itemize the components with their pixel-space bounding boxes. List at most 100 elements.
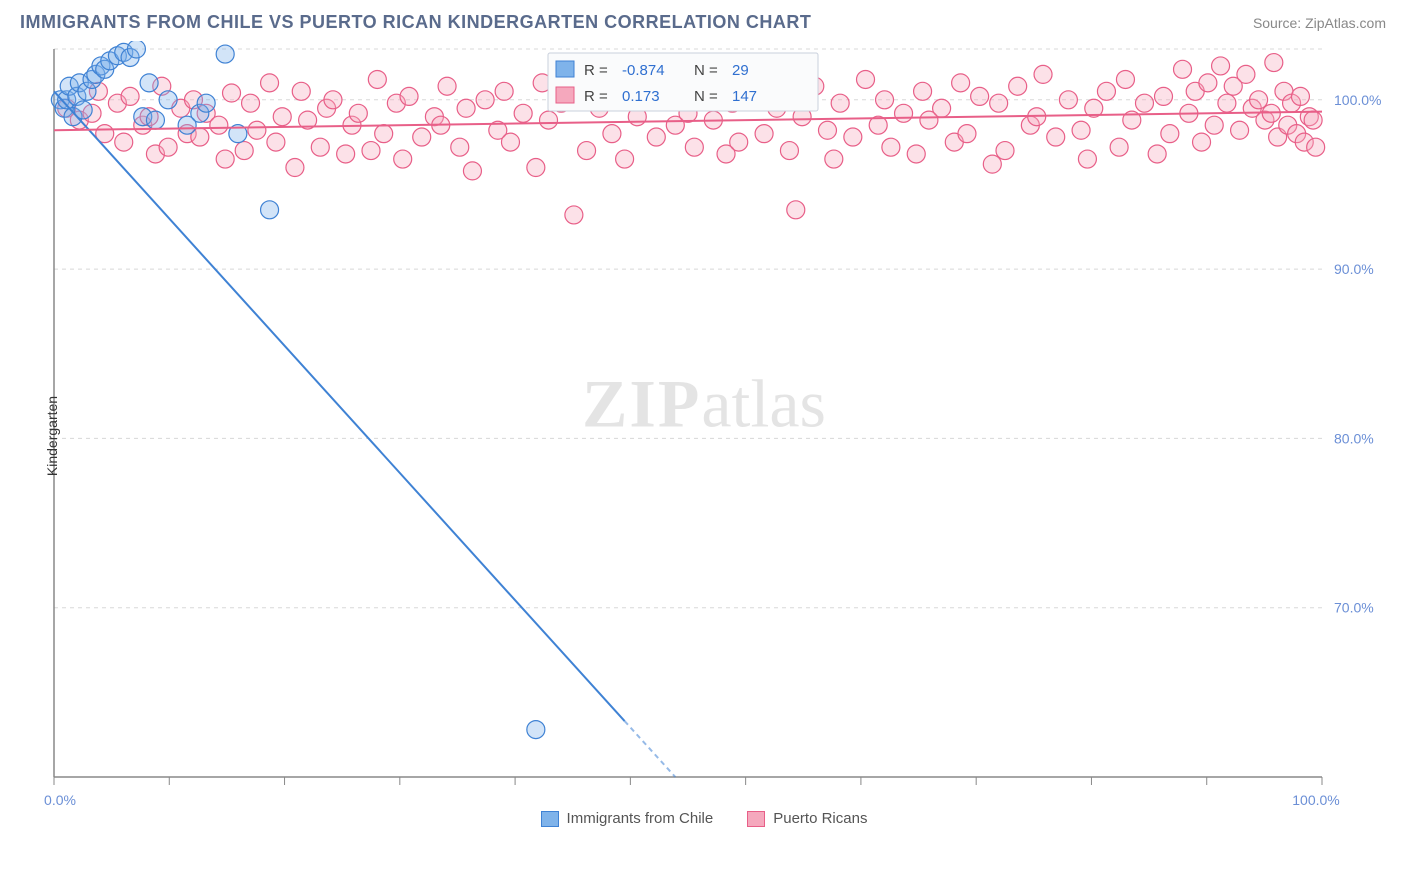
data-point — [140, 74, 158, 92]
data-point — [438, 77, 456, 95]
data-point — [1116, 70, 1134, 88]
data-point — [463, 162, 481, 180]
data-point — [1212, 57, 1230, 75]
data-point — [273, 108, 291, 126]
legend-swatch — [747, 811, 765, 827]
data-point — [1291, 87, 1309, 105]
data-point — [375, 125, 393, 143]
data-point — [933, 99, 951, 117]
y-tick-label: 90.0% — [1334, 261, 1374, 277]
data-point — [578, 142, 596, 160]
legend-text: -0.874 — [622, 62, 665, 79]
legend-label: Immigrants from Chile — [567, 810, 714, 827]
scatter-chart: 70.0%80.0%90.0%100.0%0.0%100.0%R =-0.874… — [14, 41, 1394, 831]
x-tick-label: 100.0% — [1292, 792, 1339, 808]
data-point — [787, 201, 805, 219]
data-point — [121, 87, 139, 105]
data-point — [514, 104, 532, 122]
data-point — [1078, 150, 1096, 168]
data-point — [1009, 77, 1027, 95]
legend-label: Puerto Ricans — [773, 810, 867, 827]
data-point — [1047, 128, 1065, 146]
y-tick-label: 100.0% — [1334, 92, 1381, 108]
data-point — [127, 41, 145, 58]
data-point — [394, 150, 412, 168]
data-point — [362, 142, 380, 160]
data-point — [159, 138, 177, 156]
data-point — [1034, 65, 1052, 83]
data-point — [324, 91, 342, 109]
data-point — [876, 91, 894, 109]
data-point — [996, 142, 1014, 160]
data-point — [540, 111, 558, 129]
legend-text: R = — [584, 62, 608, 79]
data-point — [337, 145, 355, 163]
legend-item: Immigrants from Chile — [541, 810, 714, 827]
data-point — [647, 128, 665, 146]
data-point — [527, 721, 545, 739]
data-point — [1307, 138, 1325, 156]
data-point — [261, 201, 279, 219]
data-point — [292, 82, 310, 100]
trend-line-dashed — [625, 721, 676, 777]
data-point — [882, 138, 900, 156]
data-point — [235, 142, 253, 160]
data-point — [1304, 111, 1322, 129]
data-point — [818, 121, 836, 139]
data-point — [451, 138, 469, 156]
data-point — [958, 125, 976, 143]
data-point — [983, 155, 1001, 173]
data-point — [311, 138, 329, 156]
source-label: Source: ZipAtlas.com — [1253, 15, 1386, 31]
trend-line — [54, 91, 625, 721]
data-point — [476, 91, 494, 109]
data-point — [603, 125, 621, 143]
data-point — [1237, 65, 1255, 83]
data-point — [349, 104, 367, 122]
legend-text: 147 — [732, 88, 757, 105]
data-point — [267, 133, 285, 151]
data-point — [1205, 116, 1223, 134]
legend-text: N = — [694, 62, 718, 79]
chart-title: IMMIGRANTS FROM CHILE VS PUERTO RICAN KI… — [20, 12, 811, 33]
data-point — [223, 84, 241, 102]
data-point — [730, 133, 748, 151]
legend-text: N = — [694, 88, 718, 105]
data-point — [286, 159, 304, 177]
data-point — [159, 91, 177, 109]
bottom-legend: Immigrants from Chile Puerto Ricans — [14, 810, 1394, 827]
y-axis-label: Kindergarten — [44, 396, 60, 476]
legend-item: Puerto Ricans — [747, 810, 867, 827]
data-point — [1250, 91, 1268, 109]
data-point — [685, 138, 703, 156]
data-point — [216, 45, 234, 63]
data-point — [907, 145, 925, 163]
data-point — [1193, 133, 1211, 151]
data-point — [1161, 125, 1179, 143]
chart-container: Kindergarten 70.0%80.0%90.0%100.0%0.0%10… — [14, 41, 1394, 831]
data-point — [1199, 74, 1217, 92]
data-point — [413, 128, 431, 146]
legend-swatch — [541, 811, 559, 827]
data-point — [368, 70, 386, 88]
data-point — [895, 104, 913, 122]
y-tick-label: 70.0% — [1334, 600, 1374, 616]
data-point — [755, 125, 773, 143]
data-point — [115, 133, 133, 151]
data-point — [914, 82, 932, 100]
data-point — [261, 74, 279, 92]
legend-swatch — [556, 87, 574, 103]
data-point — [216, 150, 234, 168]
data-point — [495, 82, 513, 100]
data-point — [1097, 82, 1115, 100]
data-point — [952, 74, 970, 92]
data-point — [242, 94, 260, 112]
data-point — [565, 206, 583, 224]
data-point — [210, 116, 228, 134]
legend-text: R = — [584, 88, 608, 105]
data-point — [400, 87, 418, 105]
x-tick-label: 0.0% — [44, 792, 76, 808]
data-point — [780, 142, 798, 160]
data-point — [831, 94, 849, 112]
data-point — [197, 94, 215, 112]
